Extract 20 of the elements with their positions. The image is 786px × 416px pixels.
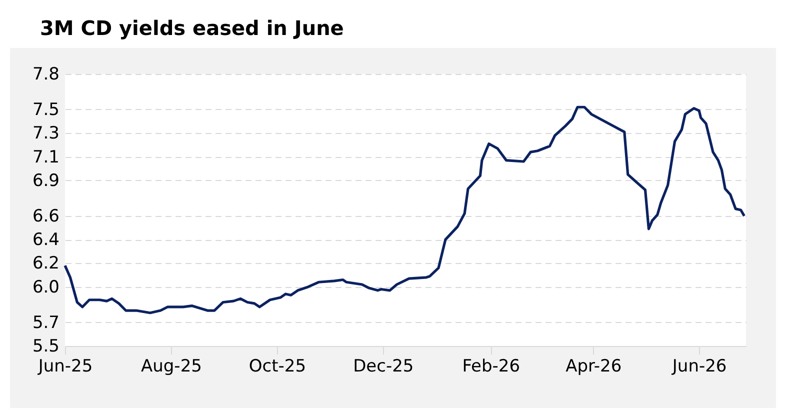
y-tick-label: 7.3 — [32, 124, 60, 144]
line-series — [64, 106, 746, 314]
x-tick-label: Feb-26 — [462, 356, 520, 376]
y-tick-label: 6.0 — [32, 277, 60, 298]
y-tick-label: 7.5 — [32, 100, 60, 120]
y-tick-label: 6.6 — [32, 206, 60, 226]
x-tick-label: Aug-25 — [140, 356, 202, 376]
x-tick-label: Dec-25 — [353, 356, 414, 376]
chart-title: 3M CD yields eased in June — [39, 15, 345, 42]
y-tick-label: 7.1 — [32, 147, 60, 168]
y-tick-label: 7.8 — [32, 64, 60, 84]
x-tick-label: Apr-26 — [566, 356, 622, 376]
x-tick-label: Jun-25 — [37, 356, 93, 376]
y-tick-label: 6.2 — [32, 254, 60, 274]
y-tick-label: 6.4 — [32, 230, 60, 250]
y-tick-label: 6.9 — [32, 170, 60, 191]
x-tick-label: Jun-26 — [671, 356, 727, 376]
y-tick-label: 5.5 — [32, 336, 60, 356]
y-tick-label: 5.7 — [32, 312, 60, 333]
x-tick-label: Oct-25 — [248, 356, 306, 376]
